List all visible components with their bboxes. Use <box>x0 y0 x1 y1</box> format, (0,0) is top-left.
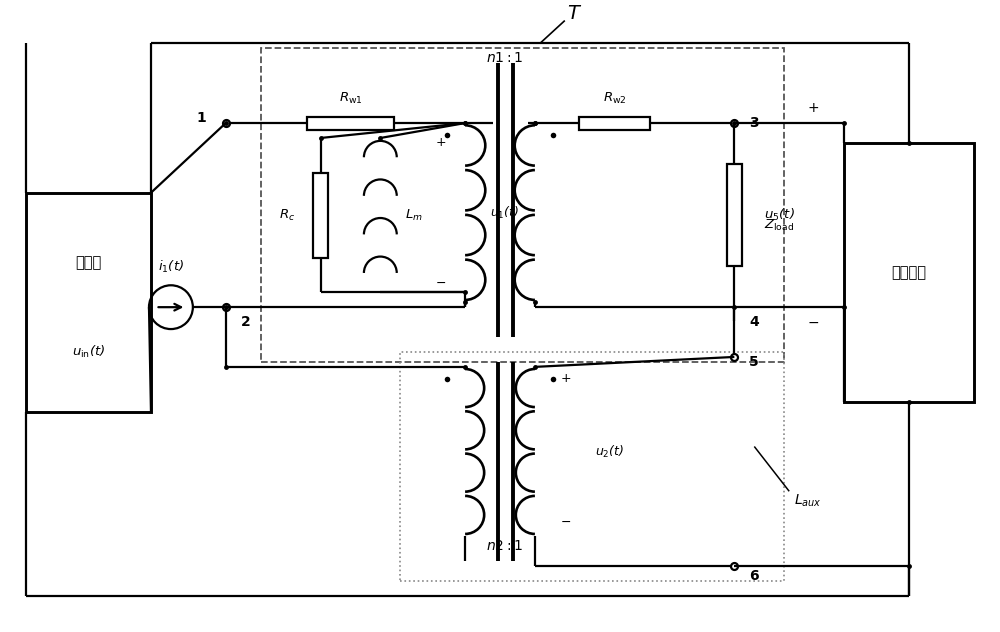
Text: $T$: $T$ <box>567 4 582 23</box>
Text: $u_5$(t): $u_5$(t) <box>764 207 795 223</box>
Text: $-$: $-$ <box>435 276 446 289</box>
Text: $R_{\rm w2}$: $R_{\rm w2}$ <box>603 90 627 106</box>
Text: $L_m$: $L_m$ <box>405 207 423 222</box>
Text: 6: 6 <box>749 569 759 583</box>
Text: $-$: $-$ <box>807 315 819 329</box>
Text: 5: 5 <box>749 355 759 369</box>
Bar <box>313 173 328 257</box>
Text: $u_1$(t): $u_1$(t) <box>490 205 519 221</box>
Bar <box>307 116 394 130</box>
Text: $u_{\rm in}$(t): $u_{\rm in}$(t) <box>72 344 105 360</box>
Bar <box>400 352 784 581</box>
Bar <box>26 193 151 411</box>
Text: $R_c$: $R_c$ <box>279 207 296 222</box>
Text: $u_2$(t): $u_2$(t) <box>595 444 624 459</box>
Text: $Z_{\rm load}$: $Z_{\rm load}$ <box>764 217 795 233</box>
Text: 1: 1 <box>196 111 206 125</box>
Bar <box>579 116 650 130</box>
Bar <box>261 49 784 362</box>
Text: $n1:1$: $n1:1$ <box>486 51 524 65</box>
Text: 励磁源: 励磁源 <box>76 255 102 270</box>
Text: 2: 2 <box>241 315 250 329</box>
Text: $i_1$(t): $i_1$(t) <box>158 259 184 276</box>
Bar <box>844 143 974 402</box>
Text: 4: 4 <box>749 315 759 329</box>
Text: $+$: $+$ <box>807 101 819 115</box>
Bar <box>727 164 742 265</box>
Text: $+$: $+$ <box>435 137 446 149</box>
Text: $+$: $+$ <box>560 372 571 386</box>
Text: $L_{aux}$: $L_{aux}$ <box>794 493 822 509</box>
Text: $R_{\rm w1}$: $R_{\rm w1}$ <box>339 90 362 106</box>
Text: 测量仪器: 测量仪器 <box>891 265 926 280</box>
Text: $n2:1$: $n2:1$ <box>486 539 524 553</box>
Text: $-$: $-$ <box>560 514 571 528</box>
Text: 3: 3 <box>749 116 759 130</box>
